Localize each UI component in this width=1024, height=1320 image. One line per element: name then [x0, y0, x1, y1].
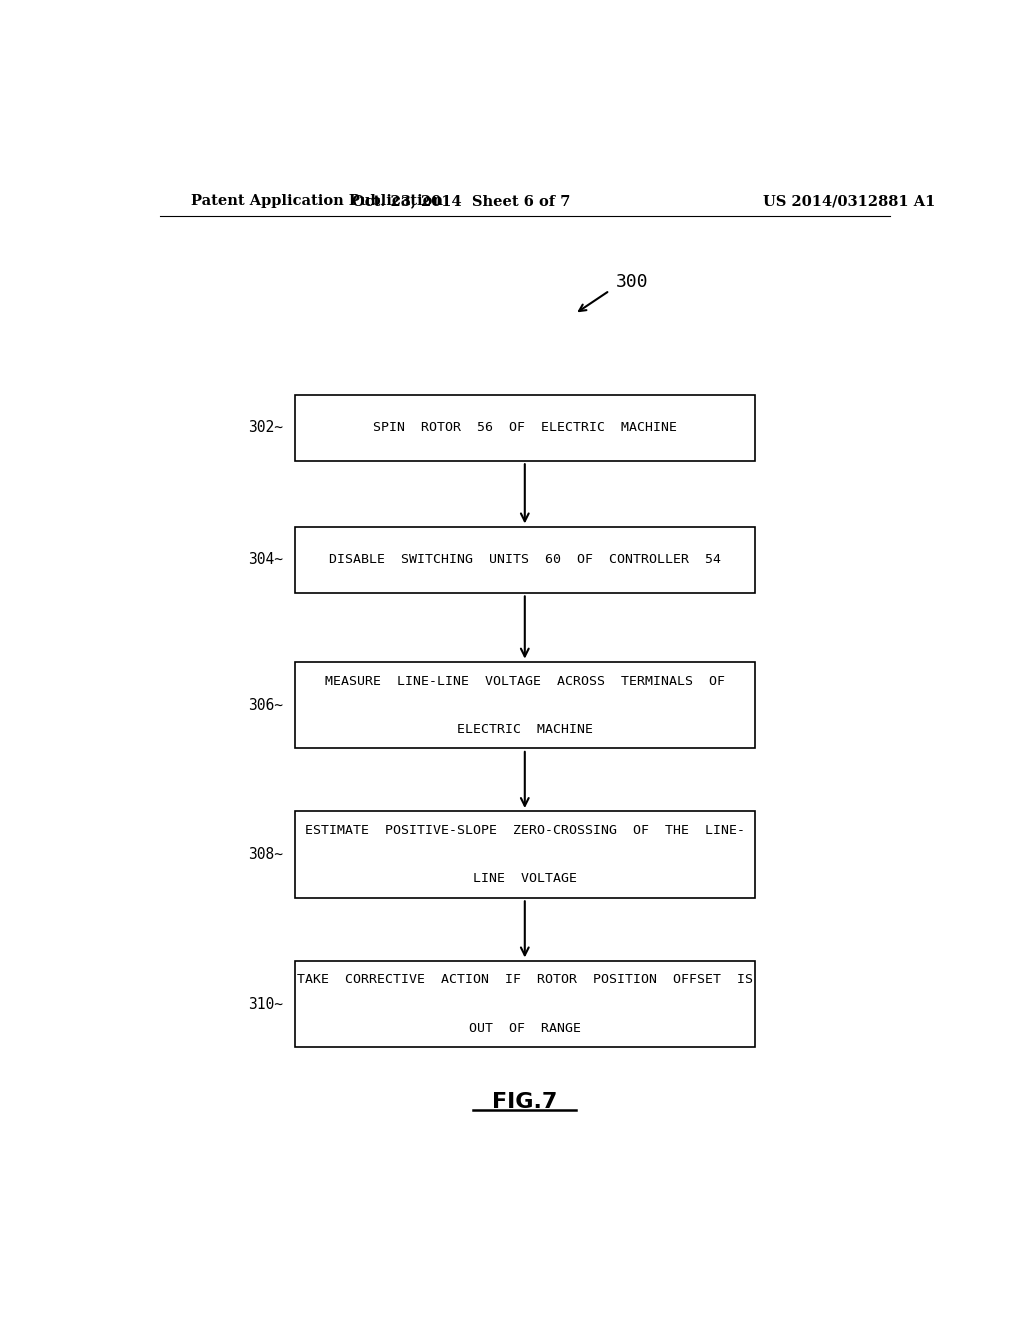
Text: Oct. 23, 2014  Sheet 6 of 7: Oct. 23, 2014 Sheet 6 of 7 — [352, 194, 570, 209]
Text: 308∼: 308∼ — [248, 847, 283, 862]
Text: 302∼: 302∼ — [248, 420, 283, 436]
Text: SPIN  ROTOR  56  OF  ELECTRIC  MACHINE: SPIN ROTOR 56 OF ELECTRIC MACHINE — [373, 421, 677, 434]
Text: 310∼: 310∼ — [248, 997, 283, 1011]
Text: FIG.7: FIG.7 — [493, 1092, 557, 1111]
Text: MEASURE  LINE-LINE  VOLTAGE  ACROSS  TERMINALS  OF: MEASURE LINE-LINE VOLTAGE ACROSS TERMINA… — [325, 675, 725, 688]
Bar — [295, 961, 755, 1047]
Bar — [295, 527, 755, 593]
Text: OUT  OF  RANGE: OUT OF RANGE — [469, 1022, 581, 1035]
Text: 300: 300 — [616, 273, 648, 292]
Text: TAKE  CORRECTIVE  ACTION  IF  ROTOR  POSITION  OFFSET  IS: TAKE CORRECTIVE ACTION IF ROTOR POSITION… — [297, 973, 753, 986]
Text: ESTIMATE  POSITIVE-SLOPE  ZERO-CROSSING  OF  THE  LINE-: ESTIMATE POSITIVE-SLOPE ZERO-CROSSING OF… — [305, 824, 744, 837]
Bar — [295, 663, 755, 748]
Text: DISABLE  SWITCHING  UNITS  60  OF  CONTROLLER  54: DISABLE SWITCHING UNITS 60 OF CONTROLLER… — [329, 553, 721, 566]
Text: Patent Application Publication: Patent Application Publication — [191, 194, 443, 209]
Text: 306∼: 306∼ — [248, 698, 283, 713]
Bar — [295, 812, 755, 898]
Text: ELECTRIC  MACHINE: ELECTRIC MACHINE — [457, 723, 593, 737]
Text: 304∼: 304∼ — [248, 552, 283, 568]
Text: US 2014/0312881 A1: US 2014/0312881 A1 — [763, 194, 935, 209]
Text: LINE  VOLTAGE: LINE VOLTAGE — [473, 873, 577, 886]
Bar — [295, 395, 755, 461]
